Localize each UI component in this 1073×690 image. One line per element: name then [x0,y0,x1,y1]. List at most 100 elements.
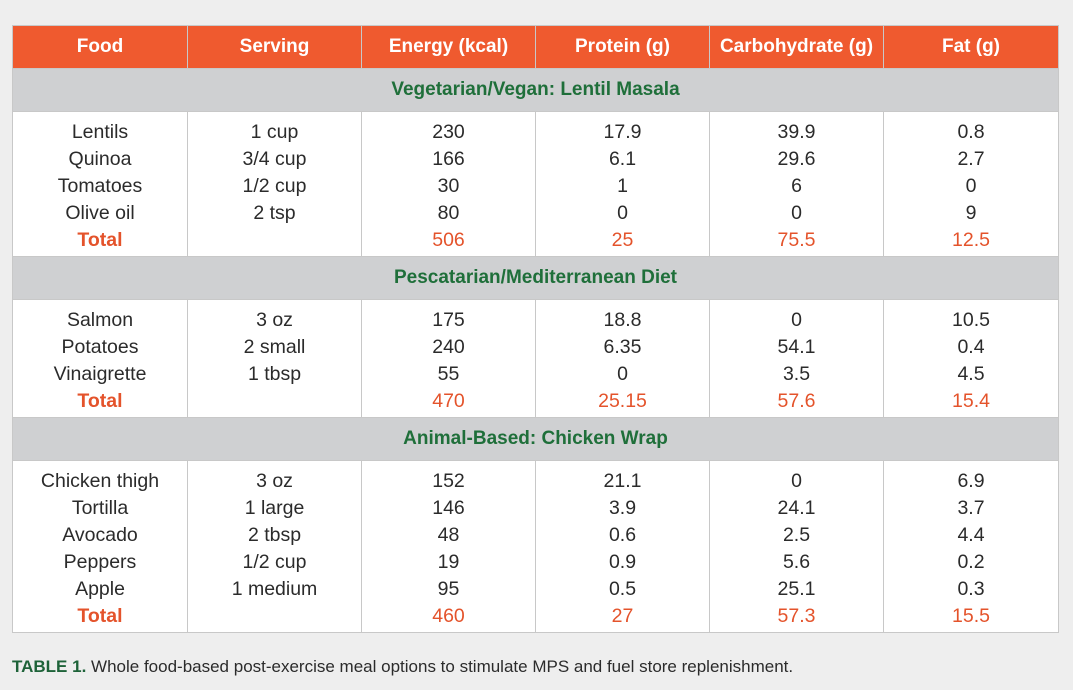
carbohydrate-value: 3.5 [782,363,811,385]
carbohydrate-value: 29.6 [777,148,816,170]
energy-value: 240 [432,336,465,358]
energy-value: 48 [437,524,460,546]
total-label: Total [77,229,123,251]
fat-value: 0.8 [957,121,985,143]
total-fat: 12.5 [952,229,990,251]
cell-protein: 21.1 3.9 0.6 0.9 0.5 27 [535,460,710,633]
cell-energy: 230 166 30 80 506 [361,111,536,257]
cell-food: Chicken thigh Tortilla Avocado Peppers Apple… [12,460,188,633]
section-title: Animal-Based: Chicken Wrap [12,417,1059,461]
serving-value: 1 tbsp [247,363,302,385]
cell-fat: 0.8 2.7 0 9 12.5 [883,111,1059,257]
carbohydrate-value: 0 [791,470,802,492]
section-title: Pescatarian/Mediterranean Diet [12,256,1059,300]
protein-value: 6.35 [603,336,642,358]
cell-food: Salmon Potatoes Vinaigrette Total [12,299,188,418]
total-fat: 15.4 [952,390,990,412]
fat-value: 9 [965,202,977,224]
cell-protein: 17.9 6.1 1 0 25 [535,111,710,257]
total-fat: 15.5 [952,605,990,627]
carbohydrate-value: 0 [791,202,802,224]
section-header-row: Vegetarian/Vegan: Lentil Masala [12,68,1059,112]
serving-value: 1 cup [250,121,299,143]
table-header: Food Serving Energy (kcal) Protein (g) C… [12,25,1059,69]
column-header-carbohydrate: Carbohydrate (g) [709,25,884,69]
fat-value: 0.3 [957,578,985,600]
serving-value: 1 large [244,497,305,519]
cell-carbohydrate: 0 54.1 3.5 57.6 [709,299,884,418]
energy-value: 166 [432,148,465,170]
total-energy: 506 [432,229,465,251]
cell-fat: 10.5 0.4 4.5 15.4 [883,299,1059,418]
cell-carbohydrate: 39.9 29.6 6 0 75.5 [709,111,884,257]
food-value: Quinoa [68,148,132,170]
nutrition-table: Food Serving Energy (kcal) Protein (g) C… [12,25,1059,633]
section-header-row: Pescatarian/Mediterranean Diet [12,256,1059,300]
carbohydrate-value: 2.5 [782,524,811,546]
total-carbohydrate: 57.3 [777,605,816,627]
total-energy: 470 [432,390,465,412]
food-value: Vinaigrette [53,363,147,385]
protein-value: 0 [617,363,628,385]
energy-value: 146 [432,497,465,519]
carbohydrate-value: 24.1 [777,497,816,519]
total-serving [188,603,361,630]
total-serving [188,227,361,254]
protein-value: 18.8 [603,309,642,331]
fat-value: 3.7 [957,497,985,519]
cell-fat: 6.9 3.7 4.4 0.2 0.3 15.5 [883,460,1059,633]
protein-value: 6.1 [608,148,637,170]
fat-value: 0.2 [957,551,985,573]
fat-value: 0 [965,175,977,197]
serving-value: 2 tbsp [247,524,302,546]
total-protein: 25 [611,229,634,251]
serving-value: 1/2 cup [242,175,307,197]
total-serving [188,388,361,415]
energy-value: 55 [437,363,460,385]
header-row: Food Serving Energy (kcal) Protein (g) C… [12,25,1059,69]
serving-value: 1/2 cup [242,551,307,573]
carbohydrate-value: 0 [791,309,802,331]
food-value: Apple [75,578,125,600]
energy-value: 152 [432,470,465,492]
energy-value: 80 [437,202,460,224]
section-data-row: Salmon Potatoes Vinaigrette Total 3 oz 2 smal… [12,299,1059,418]
cell-energy: 175 240 55 470 [361,299,536,418]
protein-value: 0 [617,202,628,224]
serving-value: 2 tsp [253,202,296,224]
food-value: Olive oil [65,202,135,224]
food-value: Chicken thigh [40,470,160,492]
protein-value: 0.9 [608,551,637,573]
section-data-row: Lentils Quinoa Tomatoes Olive oil Total 1 cup… [12,111,1059,257]
serving-value: 2 small [243,336,306,358]
energy-value: 95 [437,578,460,600]
total-label: Total [77,390,123,412]
serving-value: 3/4 cup [242,148,307,170]
protein-value: 0.5 [608,578,637,600]
carbohydrate-value: 5.6 [782,551,811,573]
food-value: Peppers [63,551,137,573]
fat-value: 2.7 [957,148,985,170]
carbohydrate-value: 25.1 [777,578,816,600]
caption-label: TABLE 1. [12,657,87,676]
serving-value: 3 oz [256,309,293,331]
caption-text: Whole food-based post-exercise meal opti… [86,657,794,676]
serving-value: 3 oz [256,470,293,492]
fat-value: 6.9 [957,470,985,492]
cell-serving: 3 oz 2 small 1 tbsp [187,299,362,418]
food-value: Potatoes [61,336,139,358]
total-carbohydrate: 75.5 [777,229,816,251]
energy-value: 19 [437,551,460,573]
energy-value: 230 [432,121,465,143]
cell-protein: 18.8 6.35 0 25.15 [535,299,710,418]
energy-value: 175 [432,309,465,331]
column-header-serving: Serving [187,25,362,69]
total-protein: 27 [611,605,634,627]
carbohydrate-value: 54.1 [777,336,816,358]
food-value: Lentils [71,121,129,143]
column-header-fat: Fat (g) [883,25,1059,69]
protein-value: 21.1 [603,470,642,492]
fat-value: 4.4 [957,524,985,546]
cell-serving: 3 oz 1 large 2 tbsp 1/2 cup 1 medium [187,460,362,633]
food-value: Tortilla [71,497,129,519]
